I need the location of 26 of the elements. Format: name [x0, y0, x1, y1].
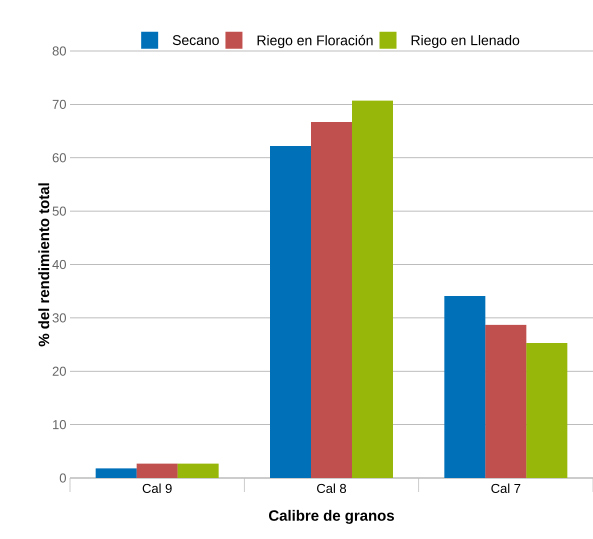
bar	[352, 100, 394, 478]
legend-label: Riego en Floración	[258, 34, 373, 48]
bar	[526, 342, 568, 478]
y-tick-label: 0	[60, 473, 66, 483]
legend-label: Riego en Llenado	[412, 35, 520, 48]
y-tick-label: 10	[53, 420, 66, 430]
legend-label: Secano	[172, 35, 219, 46]
y-tick-label: 20	[52, 366, 66, 376]
y-axis-title: % del rendimiento total	[38, 183, 50, 346]
y-tick-label: 30	[52, 313, 66, 322]
bar	[270, 146, 311, 478]
bar	[444, 296, 486, 478]
bar	[136, 464, 178, 478]
y-tick-label: 50	[52, 206, 66, 216]
y-tick-label: 80	[52, 46, 66, 56]
bar	[178, 464, 219, 478]
bar	[311, 122, 352, 478]
x-tick-label: Cal 7	[491, 484, 520, 494]
x-axis-title: Calibre de granos	[268, 510, 394, 524]
bar	[485, 324, 526, 478]
x-tick-label: Cal 8	[317, 484, 346, 494]
bar	[96, 468, 137, 478]
y-tick-label: 40	[52, 260, 66, 270]
x-tick-label: Cal 9	[142, 484, 172, 494]
y-tick-label: 60	[52, 153, 66, 162]
y-tick-label: 70	[52, 100, 66, 109]
